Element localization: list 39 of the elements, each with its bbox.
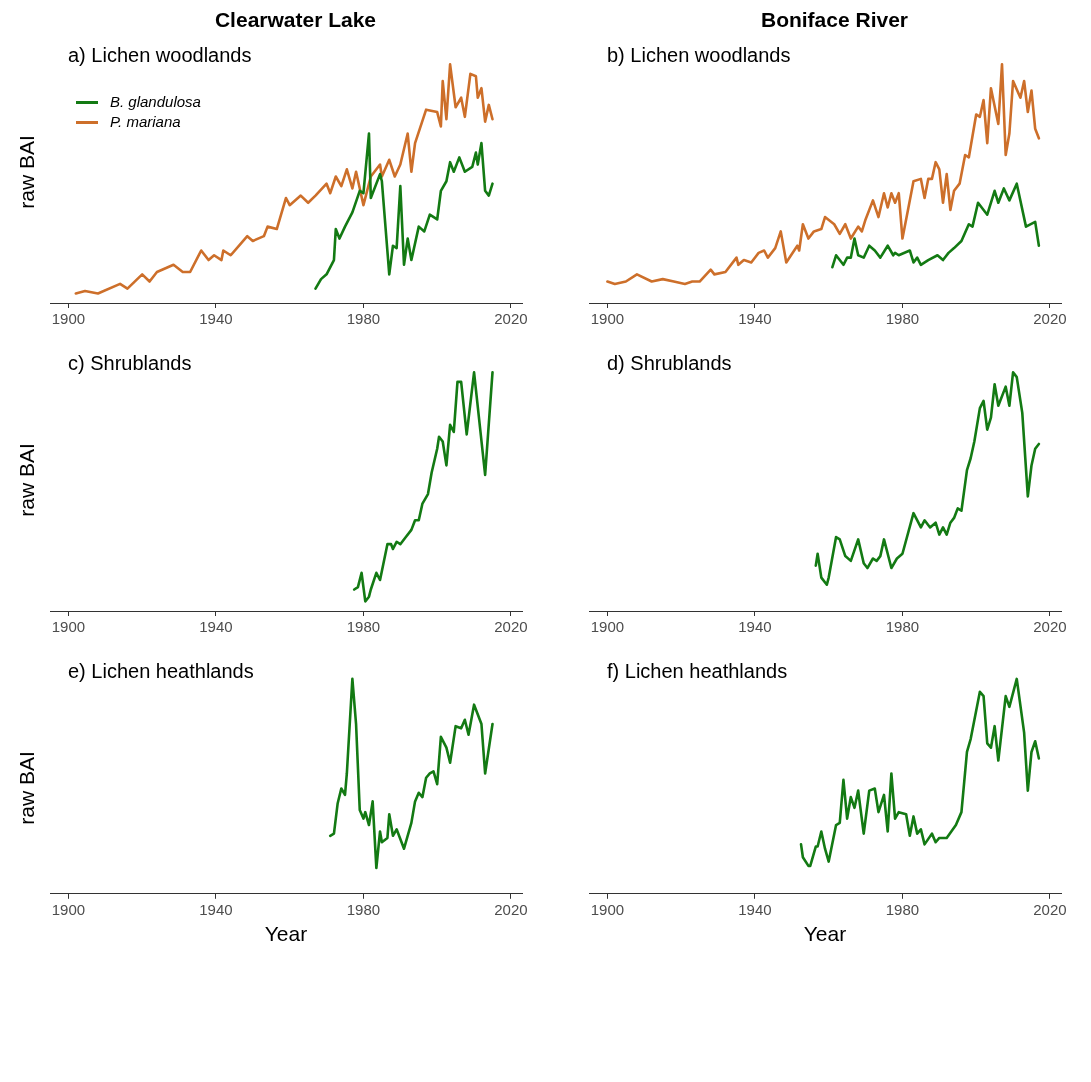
x-tick-label: 1940 xyxy=(738,310,772,328)
y-axis-title: raw BAI xyxy=(15,443,39,517)
x-tick-label: 2020 xyxy=(1033,900,1067,918)
x-tick-label: 2020 xyxy=(1033,310,1067,328)
x-tick-label: 1980 xyxy=(346,618,381,636)
x-axis-title: Year xyxy=(264,922,308,946)
x-tick-label: 1980 xyxy=(346,310,381,328)
x-tick-label: 1900 xyxy=(590,618,625,636)
y-axis-title: raw BAI xyxy=(15,135,39,209)
x-tick-label: 1940 xyxy=(199,310,233,328)
x-tick-label: 1900 xyxy=(590,900,625,918)
x-tick-label: 1900 xyxy=(590,310,625,328)
chart-subtitle: f) Lichen heathlands xyxy=(607,660,788,683)
legend-label: B. glandulosa xyxy=(110,92,201,112)
chart-subtitle: d) Shrublands xyxy=(607,352,732,375)
x-axis-title: Year xyxy=(803,922,847,946)
x-tick-label: 1980 xyxy=(885,900,920,918)
chart-subtitle: b) Lichen woodlands xyxy=(607,44,791,67)
x-tick-label: 1980 xyxy=(346,900,381,918)
x-tick-label: 1900 xyxy=(51,618,86,636)
chart-subtitle: e) Lichen heathlands xyxy=(68,660,254,683)
chart-subtitle: c) Shrublands xyxy=(68,352,192,375)
x-tick-label: 2020 xyxy=(1033,618,1067,636)
legend-label: P. mariana xyxy=(110,112,181,132)
x-tick-label: 2020 xyxy=(494,900,528,918)
y-axis-title: raw BAI xyxy=(15,751,39,825)
chart-title: Clearwater Lake xyxy=(213,8,378,33)
x-tick-label: 2020 xyxy=(494,310,528,328)
x-tick-label: 1940 xyxy=(199,618,233,636)
x-tick-label: 2020 xyxy=(494,618,528,636)
x-tick-label: 1900 xyxy=(51,900,86,918)
chart-title: Boniface River xyxy=(759,8,910,33)
chart-subtitle: a) Lichen woodlands xyxy=(68,44,252,67)
x-tick-label: 1900 xyxy=(51,310,86,328)
x-tick-label: 1940 xyxy=(738,900,772,918)
x-tick-label: 1940 xyxy=(199,900,233,918)
x-tick-label: 1980 xyxy=(885,310,920,328)
x-tick-label: 1980 xyxy=(885,618,920,636)
x-tick-label: 1940 xyxy=(738,618,772,636)
